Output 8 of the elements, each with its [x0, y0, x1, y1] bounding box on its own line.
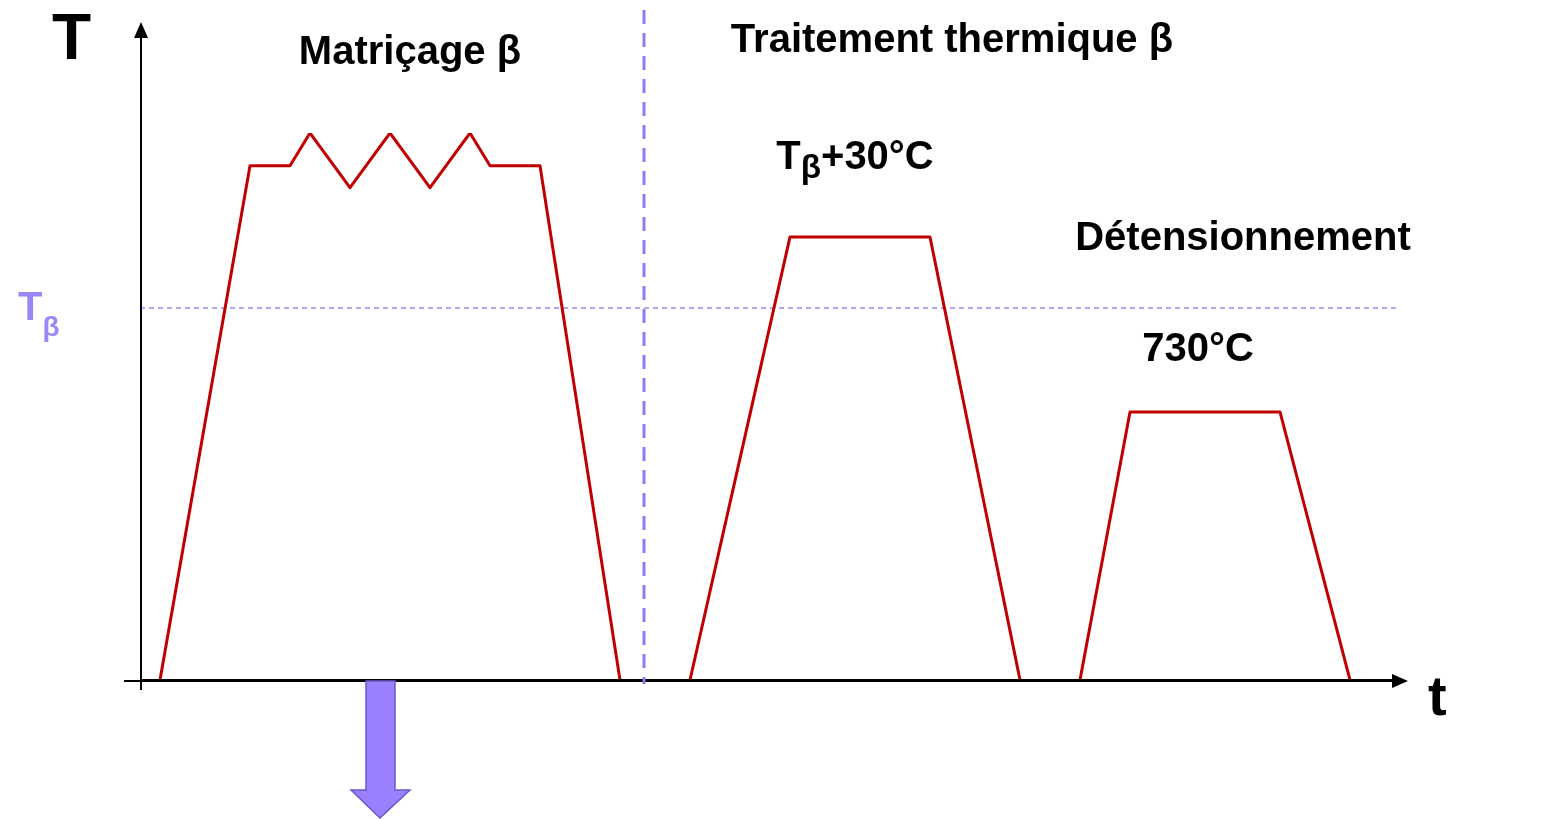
annotation: Détensionnement: [1074, 214, 1412, 258]
annotation: 730°C: [1141, 325, 1255, 369]
y-axis-title: T: [52, 1, 92, 73]
annotation: T$_{β}$+30°C: [775, 133, 935, 186]
text: Traitement thermique β: [729, 16, 1175, 60]
ref-line-label: T$_{β}$: [18, 284, 60, 342]
text: Matriçage β: [297, 28, 523, 72]
x-axis-title: t: [1428, 664, 1447, 727]
